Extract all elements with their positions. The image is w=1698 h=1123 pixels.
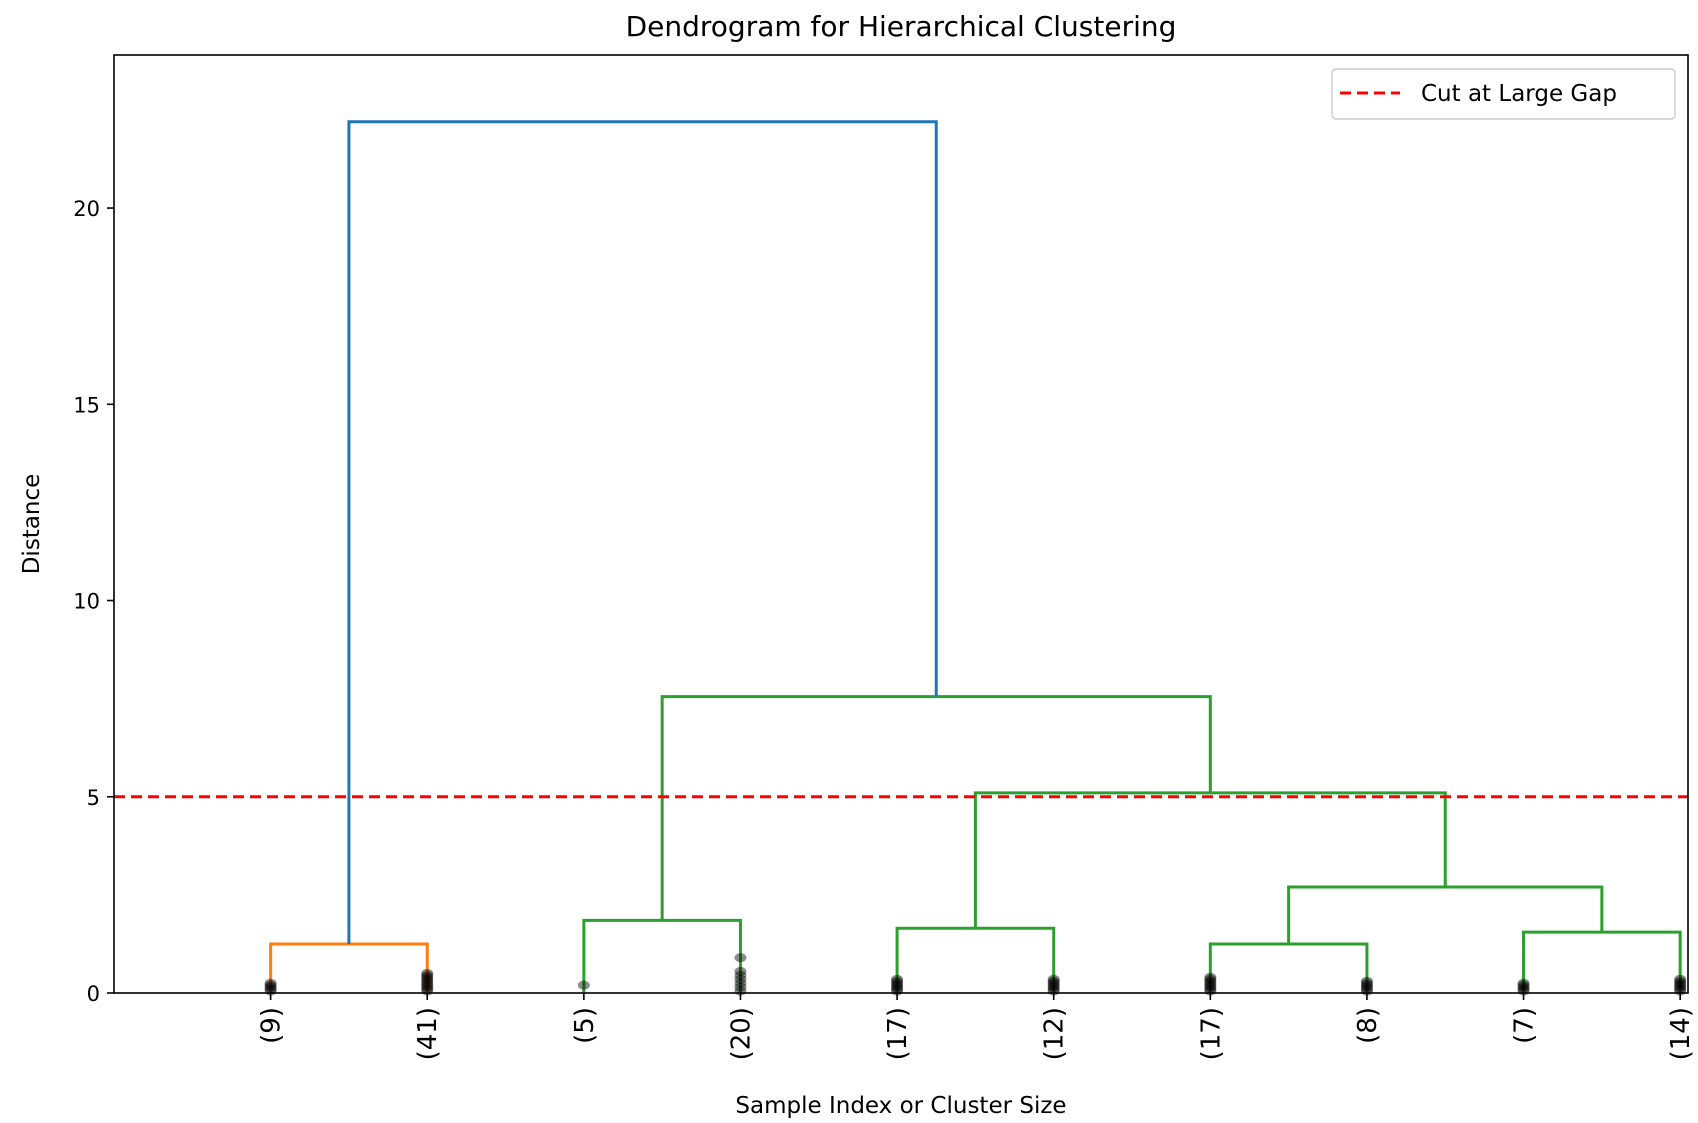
leaf-marker-1-2: [264, 984, 277, 994]
leaf-marker-8-6: [1360, 976, 1373, 986]
leaf-marker-4-5: [734, 970, 747, 980]
dendrogram-link-8: [660, 695, 1212, 921]
y-axis-ticks: 0 5 10 15 20: [73, 197, 114, 1006]
leaf-marker-10-3: [1674, 982, 1687, 992]
y-tick-label-4: 20: [73, 197, 100, 221]
leaf-marker-9-3: [1517, 982, 1530, 992]
leaf-marker-4-2: [734, 982, 747, 992]
y-tick-label-2: 10: [73, 590, 100, 614]
leaf-marker-2-2: [421, 984, 434, 994]
chart-title: Dendrogram for Hierarchical Clustering: [626, 10, 1177, 43]
leaf-marker-2-10: [421, 968, 434, 978]
dendrogram-link-3: [895, 926, 1056, 993]
x-tick-label-5: (12): [1040, 1007, 1070, 1060]
leaf-marker-10-7: [1674, 974, 1687, 984]
leaf-marker-6-2: [1047, 984, 1060, 994]
leaf-marker-8-4: [1360, 980, 1373, 990]
leaf-marker-6-3: [1047, 982, 1060, 992]
leaf-marker-4-3: [734, 978, 747, 988]
x-tick-label-7: (8): [1353, 1007, 1383, 1044]
leaf-marker-5-4: [891, 980, 904, 990]
leaf-marker-4-4: [734, 974, 747, 984]
leaf-marker-6-6: [1047, 976, 1060, 986]
leaf-marker-7-7: [1204, 974, 1217, 984]
leaf-marker-2-5: [421, 978, 434, 988]
leaf-marker-7-2: [1204, 984, 1217, 994]
leaf-marker-8-3: [1360, 982, 1373, 992]
leaf-marker-1-5: [264, 978, 277, 988]
leaf-marker-3-1: [577, 980, 590, 990]
leaf-marker-9-4: [1517, 980, 1530, 990]
x-tick-label-1: (41): [413, 1007, 443, 1060]
dendrogram-link-4: [1208, 942, 1369, 993]
dendrogram-link-5: [1522, 930, 1682, 993]
leaf-marker-5-7: [891, 974, 904, 984]
leaf-marker-7-6: [1204, 976, 1217, 986]
dendrogram-link-9: [347, 120, 938, 944]
leaf-marker-10-5: [1674, 978, 1687, 988]
leaf-marker-6-7: [1047, 974, 1060, 984]
x-tick-label-6: (17): [1196, 1007, 1226, 1060]
leaf-marker-5-2: [891, 984, 904, 994]
leaf-marker-7-5: [1204, 978, 1217, 988]
legend: Cut at Large Gap: [1331, 68, 1676, 120]
leaf-marker-4-7: [734, 953, 747, 963]
x-tick-label-3: (20): [726, 1007, 756, 1060]
x-tick-label-2: (5): [570, 1007, 600, 1044]
leaf-marker-7-4: [1204, 980, 1217, 990]
y-tick-label-0: 0: [87, 982, 100, 1006]
leaf-marker-2-4: [421, 980, 434, 990]
leaf-marker-5-6: [891, 976, 904, 986]
dendrogram-link-1: [269, 942, 429, 993]
leaf-marker-10-2: [1674, 984, 1687, 994]
leaf-marker-6-5: [1047, 978, 1060, 988]
y-tick-label-1: 5: [87, 786, 100, 810]
legend-entry-cut: Cut at Large Gap: [1421, 81, 1617, 107]
x-tick-label-8: (7): [1510, 1007, 1540, 1044]
leaf-marker-8-5: [1360, 978, 1373, 988]
leaf-marker-6-4: [1047, 980, 1060, 990]
x-tick-label-0: (9): [257, 1007, 287, 1044]
leaf-marker-1-4: [264, 980, 277, 990]
leaf-marker-2-8: [421, 972, 434, 982]
leaf-marker-2-7: [421, 974, 434, 984]
dendrogram-link-2: [582, 918, 742, 993]
dendrogram-links: [269, 120, 1682, 993]
leaf-marker-8-2: [1360, 984, 1373, 994]
y-tick-label-3: 15: [73, 393, 100, 417]
leaf-marker-7-3: [1204, 982, 1217, 992]
leaf-marker-2-9: [421, 970, 434, 980]
x-axis-ticks: (9) (41) (5) (20) (17) (12) (17) (8) (7) (14): [257, 993, 1696, 1060]
x-tick-label-4: (17): [883, 1007, 913, 1060]
leaf-marker-2-6: [421, 976, 434, 986]
leaf-marker-9-5: [1517, 978, 1530, 988]
leaf-marker-5-5: [891, 978, 904, 988]
leaf-marker-5-3: [891, 982, 904, 992]
plot-frame: [113, 54, 1689, 994]
dendrogram-link-6: [1287, 885, 1604, 944]
leaf-marker-10-6: [1674, 976, 1687, 986]
leaf-marker-2-3: [421, 982, 434, 992]
x-tick-label-9: (14): [1666, 1007, 1696, 1060]
leaf-marker-4-6: [734, 966, 747, 976]
leaf-marker-7-8: [1204, 972, 1217, 982]
leaf-markers: [264, 953, 1687, 996]
dendrogram-link-7: [973, 791, 1447, 929]
x-axis-label: Sample Index or Cluster Size: [735, 1093, 1066, 1118]
leaf-marker-1-3: [264, 982, 277, 992]
leaf-marker-10-4: [1674, 980, 1687, 990]
y-axis-label: Distance: [19, 474, 45, 575]
leaf-marker-9-2: [1517, 984, 1530, 994]
legend-box: [1331, 68, 1676, 120]
